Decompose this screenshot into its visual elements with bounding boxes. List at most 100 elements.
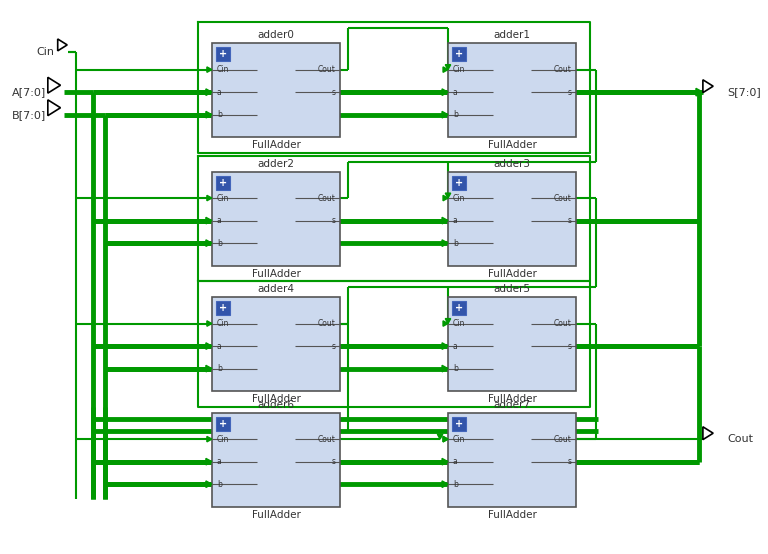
Text: Cin: Cin	[217, 65, 229, 74]
Text: Cout: Cout	[554, 65, 571, 74]
Text: Cout: Cout	[317, 319, 336, 328]
Bar	[216, 176, 230, 189]
Text: s: s	[331, 216, 336, 225]
Polygon shape	[48, 100, 61, 116]
Text: s: s	[568, 216, 571, 225]
Text: FullAdder: FullAdder	[252, 269, 300, 279]
Text: b: b	[217, 364, 222, 373]
Bar	[448, 413, 577, 507]
Text: FullAdder: FullAdder	[488, 269, 537, 279]
Text: s: s	[331, 457, 336, 466]
Text: Cin: Cin	[453, 65, 465, 74]
Text: a: a	[217, 216, 221, 225]
Text: s: s	[331, 88, 336, 96]
Polygon shape	[445, 65, 451, 70]
Polygon shape	[443, 321, 448, 326]
Text: b: b	[453, 364, 458, 373]
Text: a: a	[453, 457, 458, 466]
Text: b: b	[217, 239, 222, 248]
Text: Cout: Cout	[554, 193, 571, 203]
Polygon shape	[206, 240, 212, 247]
Polygon shape	[206, 89, 212, 95]
Polygon shape	[207, 67, 212, 73]
Polygon shape	[207, 196, 212, 201]
Text: S[7:0]: S[7:0]	[727, 87, 761, 97]
Bar	[452, 417, 465, 430]
Text: Cout: Cout	[317, 65, 336, 74]
Bar	[212, 413, 340, 507]
Polygon shape	[443, 67, 448, 73]
Bar	[216, 47, 230, 61]
Text: b: b	[217, 480, 222, 489]
Text: FullAdder: FullAdder	[252, 394, 300, 404]
Text: Cin: Cin	[453, 319, 465, 328]
Polygon shape	[206, 111, 212, 118]
Polygon shape	[437, 434, 443, 439]
Polygon shape	[696, 88, 703, 96]
Polygon shape	[48, 78, 61, 93]
Bar	[448, 297, 577, 391]
Polygon shape	[442, 365, 448, 372]
Text: +: +	[219, 303, 227, 313]
Text: s: s	[568, 342, 571, 351]
Polygon shape	[443, 437, 448, 442]
Text: s: s	[331, 342, 336, 351]
Text: Cout: Cout	[554, 319, 571, 328]
Text: +: +	[455, 303, 463, 313]
Text: b: b	[453, 239, 458, 248]
Text: Cin: Cin	[217, 435, 229, 444]
Bar	[452, 47, 465, 61]
Text: b: b	[453, 110, 458, 119]
Polygon shape	[703, 80, 713, 93]
Bar	[212, 43, 340, 137]
Text: Cin: Cin	[217, 193, 229, 203]
Polygon shape	[207, 437, 212, 442]
Polygon shape	[703, 427, 713, 440]
Text: Cin: Cin	[37, 47, 55, 57]
Polygon shape	[206, 481, 212, 488]
Polygon shape	[207, 321, 212, 326]
Bar	[212, 172, 340, 265]
Text: adder5: adder5	[494, 284, 531, 294]
Text: a: a	[453, 216, 458, 225]
Text: a: a	[453, 88, 458, 96]
Text: FullAdder: FullAdder	[488, 140, 537, 150]
Polygon shape	[442, 111, 448, 118]
Text: +: +	[219, 178, 227, 188]
Text: FullAdder: FullAdder	[488, 394, 537, 404]
Text: Cin: Cin	[453, 193, 465, 203]
Text: a: a	[217, 342, 221, 351]
Bar	[216, 417, 230, 430]
Polygon shape	[206, 343, 212, 350]
Polygon shape	[443, 196, 448, 201]
Polygon shape	[58, 39, 67, 51]
Text: a: a	[453, 342, 458, 351]
Polygon shape	[206, 217, 212, 224]
Text: adder6: adder6	[257, 400, 295, 410]
Polygon shape	[206, 458, 212, 465]
Text: Cout: Cout	[554, 435, 571, 444]
Text: adder1: adder1	[494, 30, 531, 40]
Polygon shape	[445, 193, 451, 198]
Text: adder7: adder7	[494, 400, 531, 410]
Text: adder4: adder4	[257, 284, 295, 294]
Text: +: +	[455, 419, 463, 429]
Polygon shape	[442, 240, 448, 247]
Text: A[7:0]: A[7:0]	[12, 87, 46, 97]
Polygon shape	[442, 458, 448, 465]
Text: Cout: Cout	[727, 434, 753, 444]
Bar	[448, 43, 577, 137]
Bar	[216, 301, 230, 315]
Text: a: a	[217, 88, 221, 96]
Text: adder3: adder3	[494, 159, 531, 169]
Text: Cin: Cin	[217, 319, 229, 328]
Text: FullAdder: FullAdder	[488, 510, 537, 520]
Text: s: s	[568, 457, 571, 466]
Polygon shape	[443, 437, 448, 442]
Bar	[448, 172, 577, 265]
Polygon shape	[442, 343, 448, 350]
Text: FullAdder: FullAdder	[252, 510, 300, 520]
Text: Cout: Cout	[317, 435, 336, 444]
Bar	[212, 297, 340, 391]
Text: adder0: adder0	[257, 30, 294, 40]
